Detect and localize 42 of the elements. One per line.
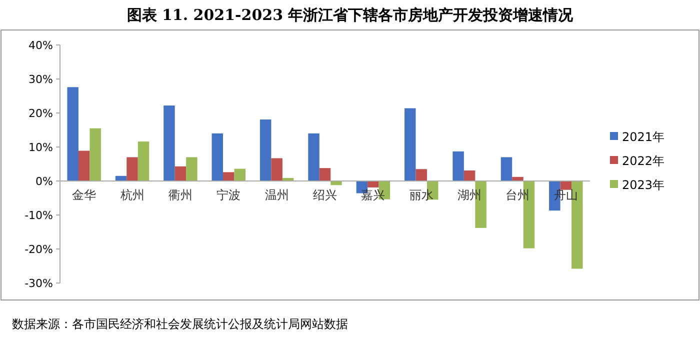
y-tick-label: -10% [24,209,53,222]
bar [560,181,572,190]
bar [500,157,512,181]
x-tick-label: 宁波 [216,188,241,202]
x-tick-label: 绍兴 [313,188,337,202]
bar [138,142,150,181]
legend-label: 2023年 [622,178,665,192]
x-tick-label: 金华 [72,188,96,202]
legend-label: 2021年 [622,130,665,144]
x-tick-label: 丽水 [409,188,434,202]
bar [78,150,90,181]
y-tick-label: 20% [28,107,53,120]
bar [90,128,101,181]
bar [174,166,186,181]
x-tick-label: 温州 [264,188,289,202]
bar [126,157,138,181]
bar [319,168,331,181]
bar [271,158,282,181]
bar [368,181,379,188]
source-note: 数据来源：各市国民经济和社会发展统计公报及统计局网站数据 [12,317,348,331]
bar [308,133,320,181]
bar [186,157,198,181]
chart-title: 图表 11. 2021-2023 年浙江省下辖各市房地产开发投资增速情况 [126,6,574,24]
bar [452,151,464,181]
bar [67,87,78,181]
x-tick-label: 杭州 [119,188,144,202]
y-tick-label: 40% [28,39,53,52]
legend-label: 2022年 [622,154,665,168]
bar [223,172,234,181]
y-tick-label: 10% [28,141,53,154]
bar [234,168,246,181]
x-tick-label: 衢州 [168,188,192,202]
y-tick-label: -30% [24,277,53,290]
bar [404,108,416,181]
bar [212,133,224,181]
bar [416,169,427,181]
y-tick-label: -20% [24,243,53,256]
bar [464,170,476,181]
y-tick-label: 30% [28,73,53,86]
bar [260,119,272,181]
y-tick-label: 0% [36,175,53,188]
bar [164,106,175,181]
